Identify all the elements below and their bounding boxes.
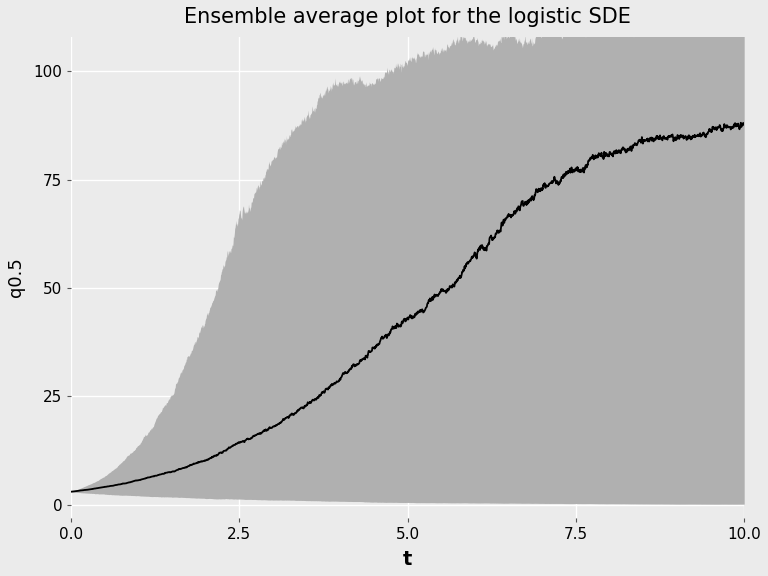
Title: Ensemble average plot for the logistic SDE: Ensemble average plot for the logistic S… bbox=[184, 7, 631, 27]
X-axis label: t: t bbox=[403, 550, 412, 569]
Y-axis label: q0.5: q0.5 bbox=[7, 257, 25, 297]
